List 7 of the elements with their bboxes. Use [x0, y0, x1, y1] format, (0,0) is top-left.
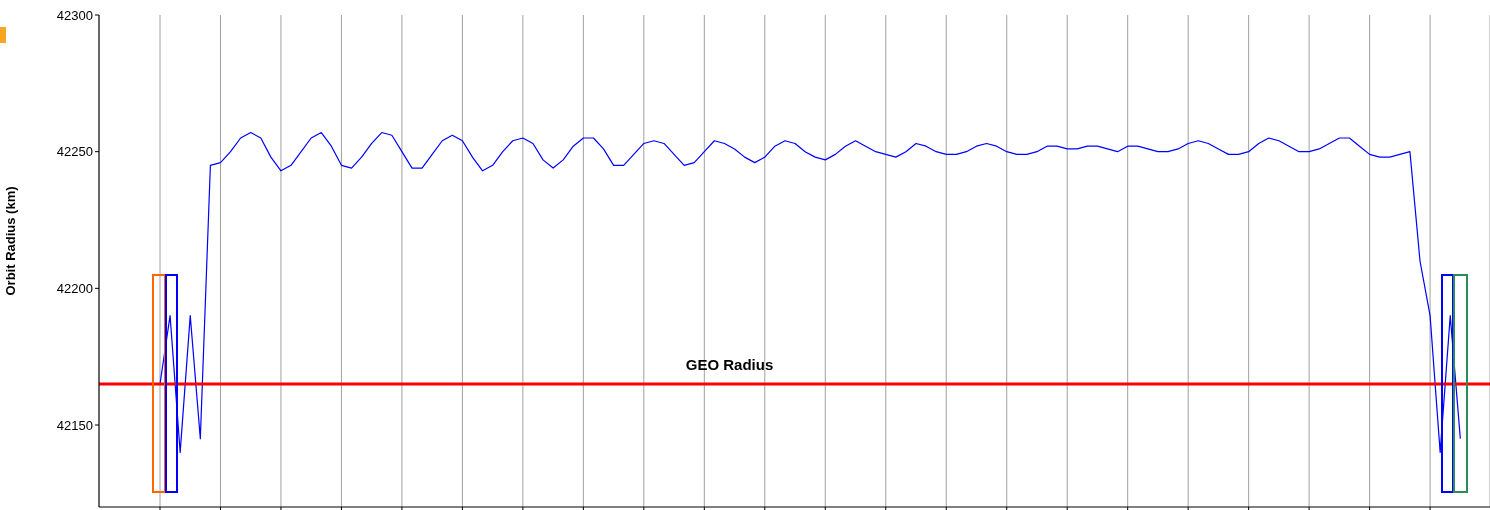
y-tick-label: 42250	[56, 144, 93, 160]
y-tick-label: 42200	[56, 280, 93, 296]
y-axis-title: Orbit Radius (km)	[2, 186, 18, 296]
ref-line-label: GEO Radius	[685, 356, 774, 373]
y-tick-label: 42300	[56, 7, 93, 23]
line-series	[159, 131, 1461, 453]
y-tick-label: 42150	[56, 417, 93, 433]
